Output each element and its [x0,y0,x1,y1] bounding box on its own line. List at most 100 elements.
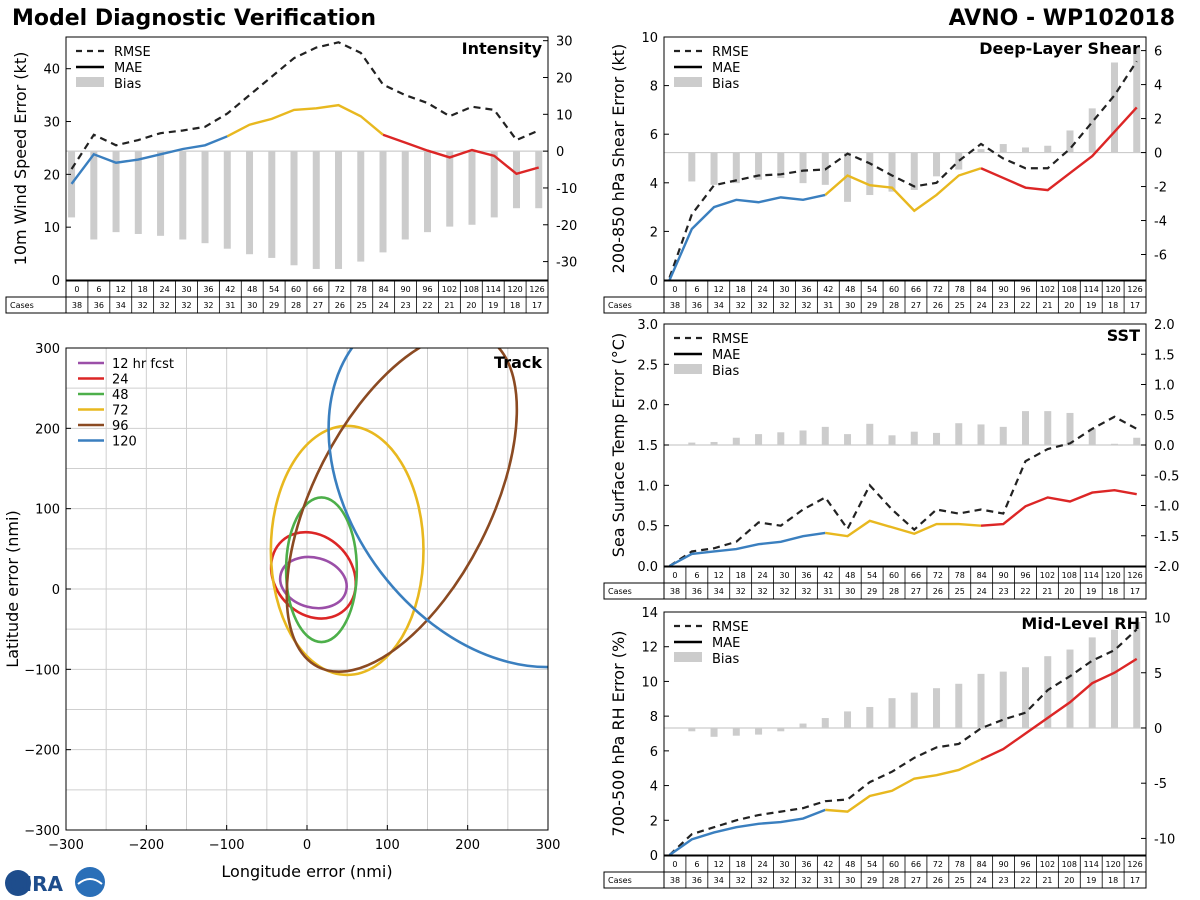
table-hour-cell: 90 [400,285,410,294]
y-tick-label: 2 [650,225,658,240]
table-case-cell: 32 [757,301,767,310]
error-ellipse [285,348,519,673]
table-case-cell: 38 [72,301,82,310]
table-hour-cell: 66 [313,285,323,294]
table-cases-row [603,296,1147,314]
sst-panel: 0.0 0.5 1.0 1.5 2.0 2.5 3.0 -2.0 -1.5 -1.0 -0.5 0.0… [603,318,1179,600]
legend-bias-label: Bias [712,364,739,379]
y2-tick-label: 30 [556,35,573,50]
bias-bar [955,683,963,728]
bias-bar [688,727,696,732]
table-hour-cell: 42 [823,285,833,294]
table-hour-cell: 108 [1062,860,1077,869]
logo-text: CIRA [10,872,64,896]
table-case-cell: 28 [291,301,301,310]
table-hour-cell: 84 [977,285,987,294]
table-hour-cell: 114 [486,285,501,294]
y-tick-label: 4 [650,177,658,192]
y-tick-label: 4 [650,780,658,795]
logo-wave-icon [77,878,103,885]
bias-bar [223,151,231,249]
bias-bar [888,698,896,728]
table-hour-cell: 48 [845,571,855,580]
legend-bias-swatch [674,652,702,662]
y-axis-label: Sea Surface Temp Error (°C) [609,333,628,557]
y-tick-label: 12 [641,641,658,656]
bias-bar [844,711,852,728]
table-case-cell: 26 [933,876,943,885]
bias-bar [201,151,209,244]
rmse-line [70,41,540,170]
bias-bar [290,151,298,266]
table-hour-cell: 36 [801,571,811,580]
figure-title: Model Diagnostic Verification [12,6,376,31]
table-hour-cell: 0 [672,860,677,869]
y-tick-label: 6 [650,745,658,760]
bias-bar [999,426,1007,445]
y-tick-label: 10 [641,675,658,690]
table-hour-cell: 78 [955,571,965,580]
bias-bar [157,151,165,236]
bias-bar [799,723,807,728]
table-hour-cell: 66 [911,571,921,580]
bias-bar [1066,130,1074,153]
y2-tick-label: 2.0 [1154,318,1175,333]
table-hour-cell: 90 [998,285,1008,294]
table-case-cell: 24 [379,301,389,310]
error-ellipse [269,424,425,677]
bias-bar [688,152,696,182]
y-axis-label: 200-850 hPa Shear Error (kt) [609,44,628,274]
y-tick-label: 2 [650,814,658,829]
y-tick-label: 10 [43,221,60,236]
error-ellipse [278,555,348,610]
table-case-cell: 29 [867,301,877,310]
bias-bar [732,437,740,445]
legend-mae-label: MAE [712,61,740,76]
table-case-cell: 36 [692,301,702,310]
table-case-cell: 26 [933,301,943,310]
y-tick-label: −300 [24,824,60,839]
table-hour-cell: 120 [507,285,522,294]
bias-bar [910,692,918,728]
legend-bias-swatch [674,77,702,87]
y-tick-label: 30 [43,116,60,131]
y2-tick-label: 20 [556,72,573,87]
bias-bar [1110,629,1118,728]
table-hour-cell: 90 [998,571,1008,580]
table-case-cell: 21 [1042,876,1052,885]
table-case-cell: 27 [911,301,921,310]
table-hour-cell: 96 [1020,571,1030,580]
bias-bar [68,151,76,218]
mae-line [70,135,228,185]
bias-bar [1044,145,1052,153]
rmse-line [668,415,1138,567]
bias-bar [777,432,785,445]
bias-bar [710,441,718,445]
bias-bar [866,423,874,445]
ellipses-group [269,348,548,677]
x-tick-label: −100 [209,838,245,853]
table-case-cell: 32 [757,587,767,596]
table-cases-label: Cases [10,301,34,310]
table-hour-cell: 102 [1040,285,1055,294]
y2-tick-label: -6 [1154,249,1167,264]
y-tick-label: 0 [52,583,60,598]
x-tick-label: −300 [48,838,84,853]
table-case-cell: 32 [138,301,148,310]
y-tick-label: 8 [650,710,658,725]
legend-rmse-label: RMSE [114,45,151,60]
bias-bar [90,151,98,240]
bias-bar [112,151,120,233]
x-tick-label: 0 [303,838,311,853]
bias-bar [933,688,941,728]
table-hour-cell: 72 [933,571,943,580]
table-case-cell: 34 [714,876,724,885]
bias-bar [844,152,852,202]
table-case-cell: 25 [357,301,367,310]
table-case-cell: 32 [757,876,767,885]
table-hour-cell: 102 [442,285,457,294]
table-hour-cell: 18 [736,285,746,294]
table-cases-label: Cases [608,876,632,885]
